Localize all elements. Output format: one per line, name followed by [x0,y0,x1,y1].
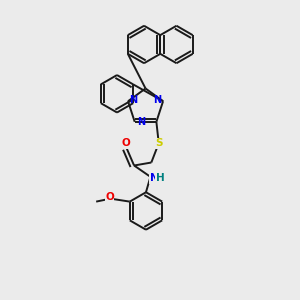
Text: H: H [156,173,165,183]
Text: S: S [155,138,163,148]
Text: N: N [129,95,137,105]
Text: N: N [137,117,145,128]
Text: O: O [122,138,130,148]
Text: N: N [153,95,161,105]
Text: N: N [150,173,158,183]
Text: O: O [105,193,114,202]
